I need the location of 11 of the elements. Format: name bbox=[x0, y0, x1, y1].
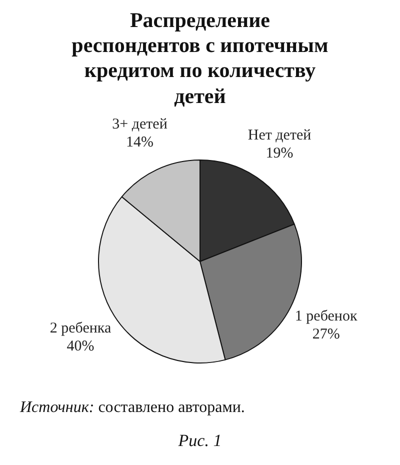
chart-title: Распределение респондентов с ипотечным кредитом по количеству детей bbox=[70, 8, 330, 109]
slice-label: 2 ребенка bbox=[50, 320, 112, 336]
data-label: 14% bbox=[126, 134, 154, 150]
data-label: 27% bbox=[312, 326, 340, 342]
data-label: 19% bbox=[266, 145, 294, 162]
text: Рис. 1 bbox=[177, 430, 223, 451]
slice-label: 1 ребенок bbox=[294, 308, 358, 324]
text: Источник: составлено авторами. bbox=[20, 398, 246, 417]
slice-label: 3+ детей bbox=[112, 116, 168, 132]
data-label: 40% bbox=[66, 338, 94, 354]
slice-label: Нет детей bbox=[248, 127, 312, 144]
